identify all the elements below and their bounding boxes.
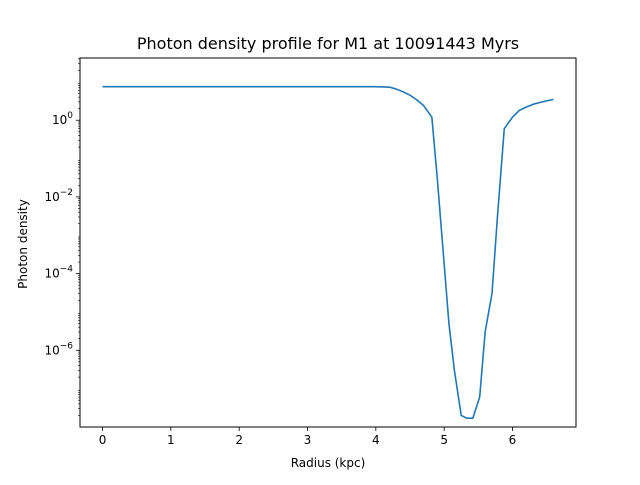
y-tick-label: 10−6 (44, 341, 73, 357)
y-tick-base: 10 (52, 113, 67, 127)
y-tick-exponent: −6 (60, 341, 74, 351)
x-tick-label: 3 (304, 433, 312, 447)
y-tick-base: 10 (44, 343, 59, 357)
y-tick-label: 10−4 (44, 265, 73, 281)
y-tick-exponent: −2 (60, 188, 73, 198)
x-tick-label: 0 (99, 433, 107, 447)
x-tick-label: 5 (440, 433, 448, 447)
x-tick-label: 6 (509, 433, 517, 447)
y-tick-exponent: −4 (60, 265, 74, 275)
series-line (102, 85, 554, 419)
x-tick-label: 1 (167, 433, 175, 447)
chart-title: Photon density profile for M1 at 1009144… (137, 34, 519, 53)
y-tick-exponent: 0 (67, 111, 73, 121)
x-tick-label: 2 (235, 433, 243, 447)
y-axis-label: Photon density (16, 199, 30, 289)
axes-frame (79, 57, 577, 428)
y-tick-label: 100 (52, 111, 73, 127)
y-tick-base: 10 (44, 190, 59, 204)
x-tick-label: 4 (372, 433, 380, 447)
y-tick-base: 10 (44, 267, 59, 281)
y-tick-label: 10−2 (44, 188, 73, 204)
x-axis-label: Radius (kpc) (291, 456, 366, 470)
